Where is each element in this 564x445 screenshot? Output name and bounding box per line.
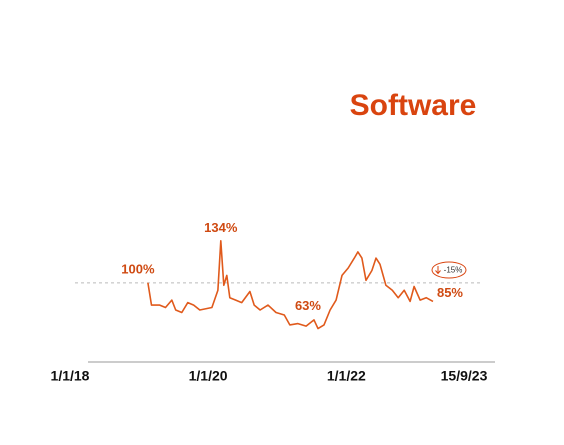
line [147,240,434,330]
x-tick-label: 1/1/18 [51,368,90,384]
change-label: -15% [444,266,463,275]
x-tick-label: 1/1/22 [327,368,366,384]
value-label: 100% [121,261,155,276]
down-arrow [435,266,441,275]
chart-title: Software [350,89,477,122]
value-label: 63% [295,298,321,313]
value-label: 134% [204,220,238,235]
change-badge [431,261,467,279]
x-tick-label: 1/1/20 [189,368,228,384]
x-tick-label: 15/9/23 [441,368,488,384]
value-label: 85% [437,285,463,300]
